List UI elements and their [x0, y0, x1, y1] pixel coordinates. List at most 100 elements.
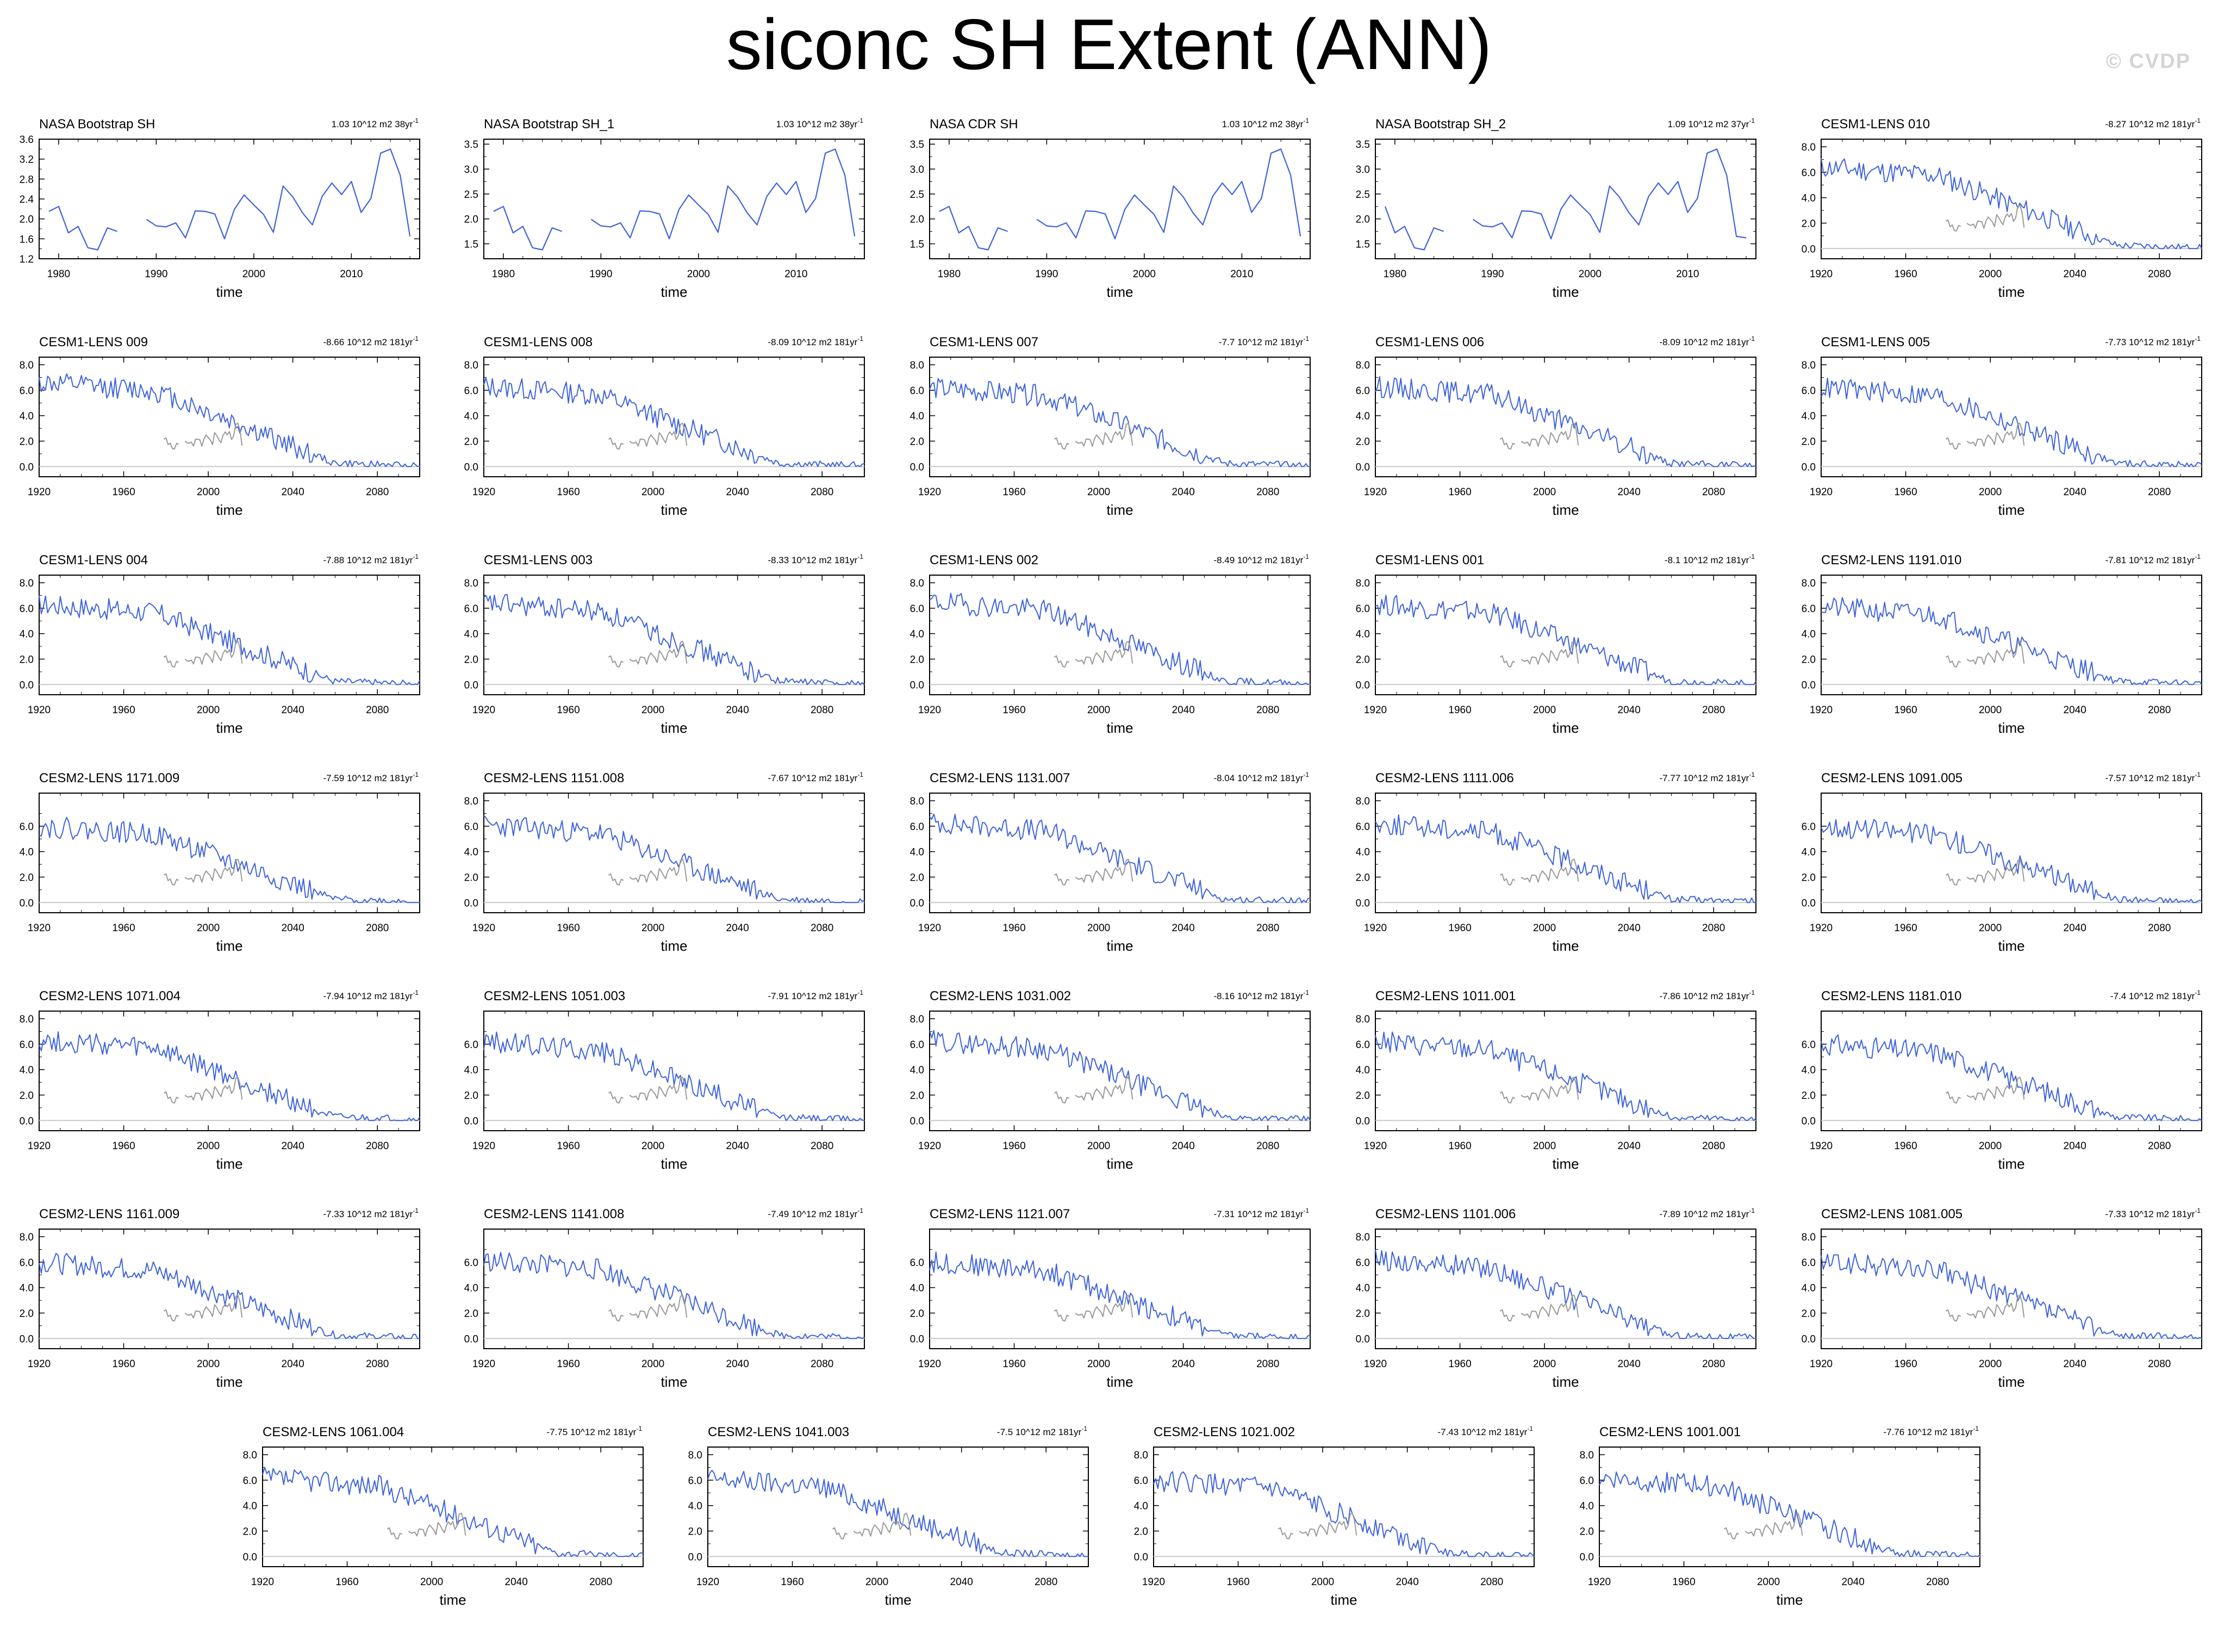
x-axis-label: time: [1998, 720, 2024, 736]
x-tick-label: 2000: [197, 487, 220, 498]
x-tick-label: 2040: [2064, 1358, 2086, 1370]
model-series-line: [39, 816, 420, 903]
x-tick-label: 1920: [28, 922, 51, 934]
model-series-line: [1821, 377, 2202, 467]
x-tick-label: 2040: [1396, 1576, 1419, 1588]
panel-trend: -8.33 10^12 m2 181yr-1: [768, 553, 863, 565]
y-tick-label: 6.0: [1802, 1039, 1816, 1051]
y-tick-label: 2.0: [688, 1526, 702, 1537]
x-tick-label: 2080: [366, 1140, 389, 1152]
x-axis-label: time: [884, 1592, 911, 1608]
y-tick-label: 8.0: [1580, 1450, 1594, 1461]
x-tick-label: 2080: [811, 922, 833, 934]
y-tick-label: 8.0: [20, 1014, 34, 1025]
panel-trend-sup: -1: [857, 1207, 863, 1214]
obs-overlay-line: [1054, 1294, 1133, 1321]
x-axis-label: time: [216, 284, 242, 300]
model-series-line: [707, 1469, 1088, 1557]
x-axis-label: time: [1998, 284, 2024, 300]
y-tick-label: 6.0: [910, 385, 924, 397]
y-tick-label: 3.0: [910, 164, 924, 176]
panel-title: CESM2-LENS 1121.007: [930, 1207, 1070, 1221]
obs-overlay-line: [1499, 1294, 1579, 1321]
obs-overlay-line: [1945, 1076, 2025, 1104]
panel-10: CESM1-LENS 005 -7.73 10^12 m2 181yr-1 0.0 2…: [1802, 335, 2202, 518]
x-tick-label: 1920: [1810, 705, 1833, 716]
panel-frame: [1821, 1229, 2202, 1349]
panel-trend-sup: -1: [1749, 771, 1755, 778]
x-tick-label: 2000: [1087, 487, 1110, 498]
panel-trend-sup: -1: [1303, 553, 1309, 560]
y-tick-label: 4.0: [1356, 1065, 1370, 1076]
x-tick-label: 1960: [1002, 1140, 1025, 1152]
panel-title: CESM2-LENS 1001.001: [1599, 1425, 1741, 1439]
y-tick-label: 0.0: [20, 897, 34, 909]
panel-trend-sup: -1: [1303, 771, 1309, 778]
y-tick-label: 4.0: [1580, 1501, 1594, 1512]
obs-overlay-line: [1054, 1076, 1133, 1104]
x-axis-label: time: [661, 1156, 687, 1172]
panel-title: CESM2-LENS 1091.005: [1821, 771, 1962, 786]
x-axis-label: time: [1552, 502, 1579, 518]
panel-trend: -7.33 10^12 m2 181yr-1: [323, 1207, 419, 1219]
x-tick-label: 2010: [1676, 269, 1699, 280]
x-tick-label: 2040: [1172, 487, 1195, 498]
y-tick-label: 6.0: [1802, 385, 1816, 397]
y-tick-label: 2.0: [464, 654, 478, 665]
x-axis-label: time: [439, 1592, 466, 1608]
y-tick-label: 8.0: [910, 796, 924, 807]
x-tick-label: 1990: [589, 269, 612, 280]
x-tick-label: 2000: [1087, 922, 1110, 934]
x-tick-label: 1920: [1810, 269, 1833, 280]
obs-overlay-line: [1945, 858, 2025, 886]
panel-frame: [39, 793, 420, 913]
x-tick-label: 2000: [641, 922, 664, 934]
y-tick-label: 2.0: [1356, 436, 1370, 447]
panel-trend-sup: -1: [2195, 117, 2201, 124]
y-tick-label: 6.0: [1356, 1257, 1370, 1269]
y-tick-label: 3.5: [464, 139, 478, 151]
x-tick-label: 1920: [918, 705, 941, 716]
x-tick-label: 2040: [726, 1358, 749, 1370]
panel-11: CESM1-LENS 004 -7.88 10^12 m2 181yr-1 0.0 2…: [20, 553, 420, 736]
y-tick-label: 4.0: [464, 411, 478, 422]
obs-overlay-line: [1945, 640, 2025, 668]
x-tick-label: 2000: [1579, 269, 1602, 280]
obs-overlay-line: [608, 1294, 688, 1321]
x-tick-label: 1920: [1364, 487, 1387, 498]
y-tick-label: 6.0: [20, 385, 34, 397]
panel-24: CESM2-LENS 1011.001 -7.86 10^12 m2 181yr-…: [1356, 989, 1756, 1172]
x-tick-label: 2040: [2064, 705, 2086, 716]
y-tick-label: 0.0: [1356, 897, 1370, 909]
y-tick-label: 4.0: [20, 1283, 34, 1294]
y-tick-label: 8.0: [1356, 796, 1370, 807]
x-tick-label: 2040: [282, 922, 304, 934]
x-tick-label: 1960: [112, 1358, 135, 1370]
y-tick-label: 2.0: [20, 872, 34, 883]
y-tick-label: 4.0: [243, 1501, 257, 1512]
y-tick-label: 6.0: [910, 603, 924, 615]
x-tick-label: 2000: [1979, 1358, 2002, 1370]
x-tick-label: 2000: [1087, 1358, 1110, 1370]
model-series-line: [483, 1252, 865, 1339]
panel-trend-sup: -1: [1749, 1207, 1755, 1214]
y-tick-label: 6.0: [1802, 603, 1816, 615]
y-tick-label: 2.0: [1802, 218, 1816, 229]
panel-14: CESM1-LENS 001 -8.1 10^12 m2 181yr-1 0.0 2.…: [1356, 553, 1756, 736]
y-tick-label: 2.0: [910, 214, 924, 226]
y-tick-label: 3.0: [1356, 164, 1370, 176]
y-tick-label: 8.0: [1356, 1014, 1370, 1025]
x-tick-label: 1920: [1364, 922, 1387, 934]
x-tick-label: 2080: [1702, 922, 1725, 934]
panel-title: NASA Bootstrap SH: [39, 117, 155, 132]
panel-title: CESM1-LENS 003: [484, 553, 593, 568]
x-tick-label: 1920: [28, 705, 51, 716]
panel-trend: 1.09 10^12 m2 37yr-1: [1668, 117, 1755, 129]
y-tick-label: 0.0: [20, 1333, 34, 1345]
x-tick-label: 2040: [726, 705, 749, 716]
panel-trend: -8.27 10^12 m2 181yr-1: [2105, 117, 2201, 129]
x-tick-label: 2080: [1256, 487, 1279, 498]
x-tick-label: 2010: [1230, 269, 1253, 280]
y-tick-label: 4.0: [1802, 411, 1816, 422]
panel-trend-sup: -1: [2195, 335, 2201, 342]
